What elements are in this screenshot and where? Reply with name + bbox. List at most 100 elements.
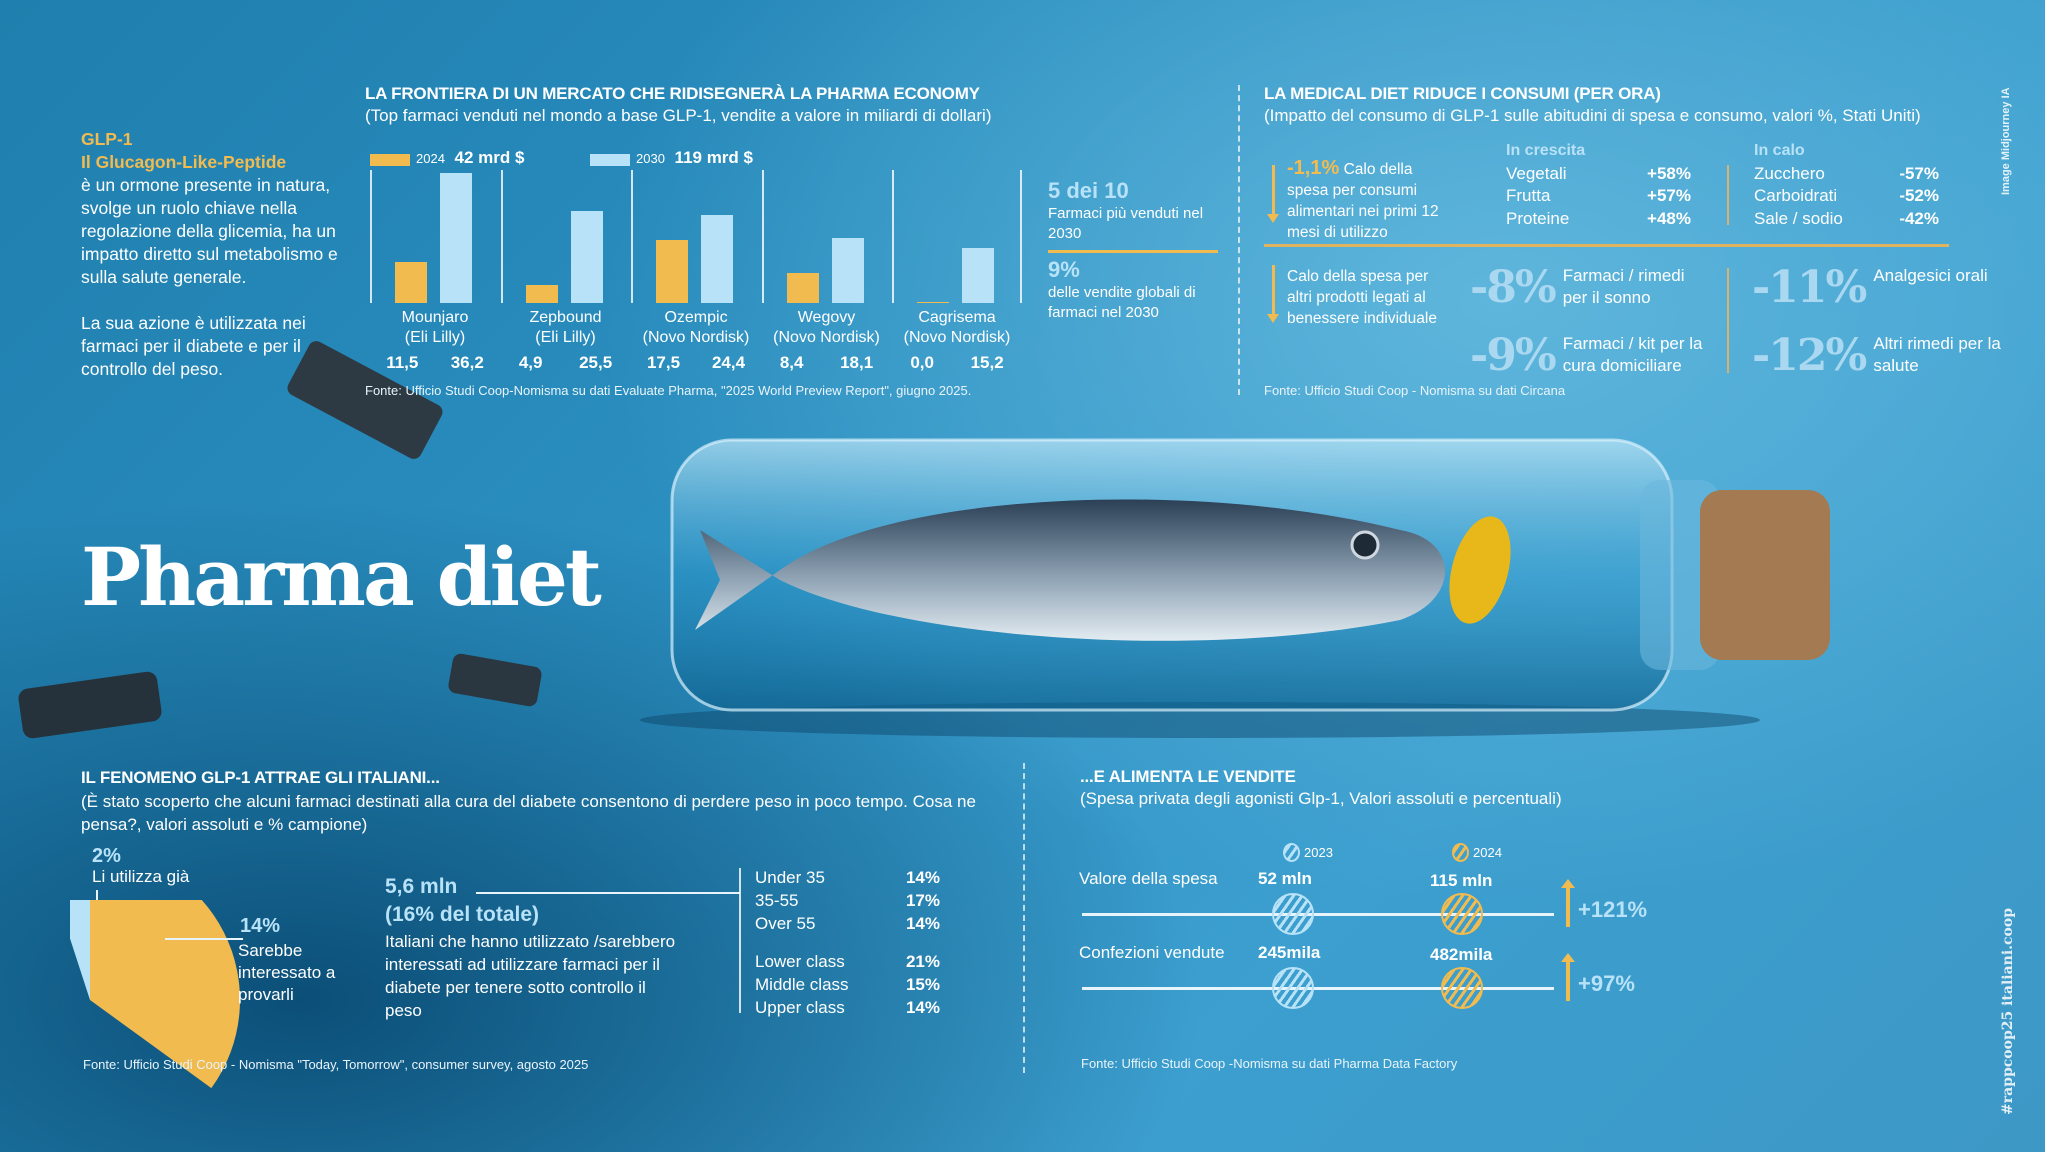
- item-value: +57%: [1647, 186, 1691, 205]
- rock-decoration: [17, 670, 163, 740]
- stat-top10: 5 dei 10: [1048, 178, 1129, 203]
- in-calo-list: In calo Zucchero -57% Carboidrati -52% Sale …: [1754, 140, 1939, 230]
- intro-block: GLP-1 Il Glucagon-Like-Peptide è un ormo…: [81, 128, 361, 381]
- item-label: Carboidrati: [1754, 186, 1838, 205]
- bar-value-label: 11,5: [386, 353, 419, 372]
- item-label: Vegetali: [1506, 163, 1567, 183]
- list-item: Middle class 15%: [755, 973, 940, 996]
- item-value: 21%: [905, 952, 940, 971]
- fish: [695, 499, 1445, 641]
- list-item: Proteine +48%: [1506, 208, 1691, 231]
- intro-paragraph: è un ormone presente in natura, svolge u…: [81, 175, 338, 287]
- item-label: Middle class: [755, 975, 849, 994]
- bar-2030: [831, 237, 864, 303]
- bar-2024: [917, 302, 949, 303]
- bottle-illustration: [640, 438, 1830, 738]
- legend-2023: 2023: [1283, 843, 1333, 862]
- wellness-label: Farmaci / rimedi per il sonno: [1562, 266, 1685, 307]
- bar-value-labels: 4,9 25,5: [501, 353, 631, 373]
- capsule: [1449, 516, 1511, 624]
- value-2024: 482mila: [1430, 945, 1493, 964]
- arrow-down-icon: [1267, 265, 1279, 323]
- bar-value-label: 15,2: [970, 353, 1004, 372]
- intro-heading: GLP-1: [81, 129, 133, 149]
- bar-value-label: 4,9: [518, 353, 543, 372]
- stat-share: 9%: [1048, 257, 1080, 282]
- medical-source: Fonte: Ufficio Studi Coop - Nomisma su d…: [1264, 383, 1566, 398]
- value-2023: 245mila: [1258, 943, 1321, 962]
- wellness-stat: -12% Altri rimedi per la salute: [1752, 333, 2013, 379]
- bar-2024: [786, 272, 819, 303]
- bar-2024: [395, 261, 427, 303]
- change-pct: +97%: [1578, 971, 1635, 996]
- group-divider: [631, 170, 633, 303]
- legend-2024: 2024 42 mrd $: [370, 148, 524, 168]
- circle-2023: [1272, 967, 1314, 1009]
- pie-slice: [90, 900, 240, 1089]
- food-spend-block: -1,1% Calo della spesa per consumi alime…: [1287, 158, 1452, 243]
- wellness-stat: -9% Farmaci / kit per la cura domiciliare: [1470, 333, 1703, 379]
- bar-company-label: (Novo Nordisk): [903, 329, 1011, 346]
- row-label: Confezioni vendute: [1079, 943, 1225, 962]
- item-label: Upper class: [755, 998, 845, 1017]
- circle-2024: [1441, 967, 1483, 1009]
- legend-total-2024: 42 mrd $: [454, 148, 525, 167]
- intro-subheading: Il Glucagon-Like-Peptide: [81, 152, 287, 172]
- pie-value-using: 2%: [92, 845, 121, 867]
- list-item: Over 55 14%: [755, 912, 940, 935]
- group-divider: [370, 170, 372, 303]
- italians-subtitle: (È stato scoperto che alcuni farmaci des…: [81, 792, 976, 834]
- section-divider: [1023, 763, 1025, 1073]
- market-side-stats: 5 dei 10 Farmaci più venduti nel 2030 9%…: [1048, 178, 1218, 323]
- value-2024: 115 mln: [1430, 871, 1493, 890]
- divider: [1020, 170, 1022, 303]
- row-line: [1082, 913, 1554, 916]
- legend-swatch-2030: [590, 153, 630, 166]
- arrow-up-icon: [1561, 879, 1575, 927]
- bar-value-label: 18,1: [840, 353, 874, 372]
- wellness-stat: -11% Analgesici orali: [1752, 265, 2013, 311]
- bar-2030: [440, 172, 472, 303]
- list-item: Carboidrati -52%: [1754, 185, 1939, 208]
- arrow-down-icon: [1267, 165, 1279, 223]
- legend-2030: 2030 119 mrd $: [590, 148, 753, 168]
- stat-share-text: delle vendite globali di farmaci nel 203…: [1048, 284, 1196, 321]
- row-line: [1082, 987, 1554, 990]
- item-value: 14%: [905, 914, 940, 933]
- item-value: 14%: [905, 868, 940, 887]
- circle-2023: [1272, 893, 1314, 935]
- pie-label-using: Li utilizza già: [92, 867, 190, 886]
- wellness-pct: -11%: [1752, 262, 1867, 313]
- sales-subtitle: (Spesa privata degli agonisti Glp-1, Val…: [1080, 789, 1562, 808]
- food-spend-text: Calo della spesa per consumi alimentari …: [1287, 161, 1439, 241]
- pie-label-interested: Sarebbe interessato a provarli: [238, 941, 336, 1004]
- list-item: Sale / sodio -42%: [1754, 208, 1939, 231]
- in-calo-title: In calo: [1754, 142, 1805, 159]
- legend-total-2030: 119 mrd $: [674, 148, 753, 167]
- list-item: Zucchero -57%: [1754, 163, 1939, 186]
- total-text: Italiani che hanno utilizzato /sarebbero…: [385, 932, 676, 1020]
- bar-value-label: 17,5: [646, 353, 681, 372]
- in-crescita-list: In crescita Vegetali +58% Frutta +57% Protei…: [1506, 140, 1691, 230]
- bar-company-label: (Novo Nordisk): [773, 329, 880, 346]
- sales-source: Fonte: Ufficio Studi Coop -Nomisma su da…: [1081, 1056, 1458, 1071]
- item-value: -52%: [1899, 186, 1939, 205]
- total-users: 5,6 mln: [385, 875, 458, 898]
- divider: [1264, 244, 1949, 247]
- leader-line: [165, 938, 243, 940]
- pie-slice: [70, 900, 90, 1000]
- bar-value-label: 25,5: [579, 353, 613, 372]
- item-label: Over 55: [755, 914, 816, 933]
- italians-title: IL FENOMENO GLP-1 ATTRAE GLI ITALIANI...: [81, 768, 440, 787]
- item-label: 35-55: [755, 891, 799, 910]
- legend-swatch-2024: [370, 153, 410, 166]
- bar-value-label: 0,0: [910, 353, 934, 372]
- bar-2030: [570, 211, 603, 303]
- circle-2024: [1441, 893, 1483, 935]
- bar-value-labels: 0,0 15,2: [892, 353, 1022, 373]
- item-value: -42%: [1899, 208, 1939, 228]
- item-value: -57%: [1899, 163, 1939, 183]
- rock-decoration: [447, 652, 543, 708]
- bar-2024: [656, 240, 688, 303]
- bar-company-label: (Novo Nordisk): [642, 329, 750, 346]
